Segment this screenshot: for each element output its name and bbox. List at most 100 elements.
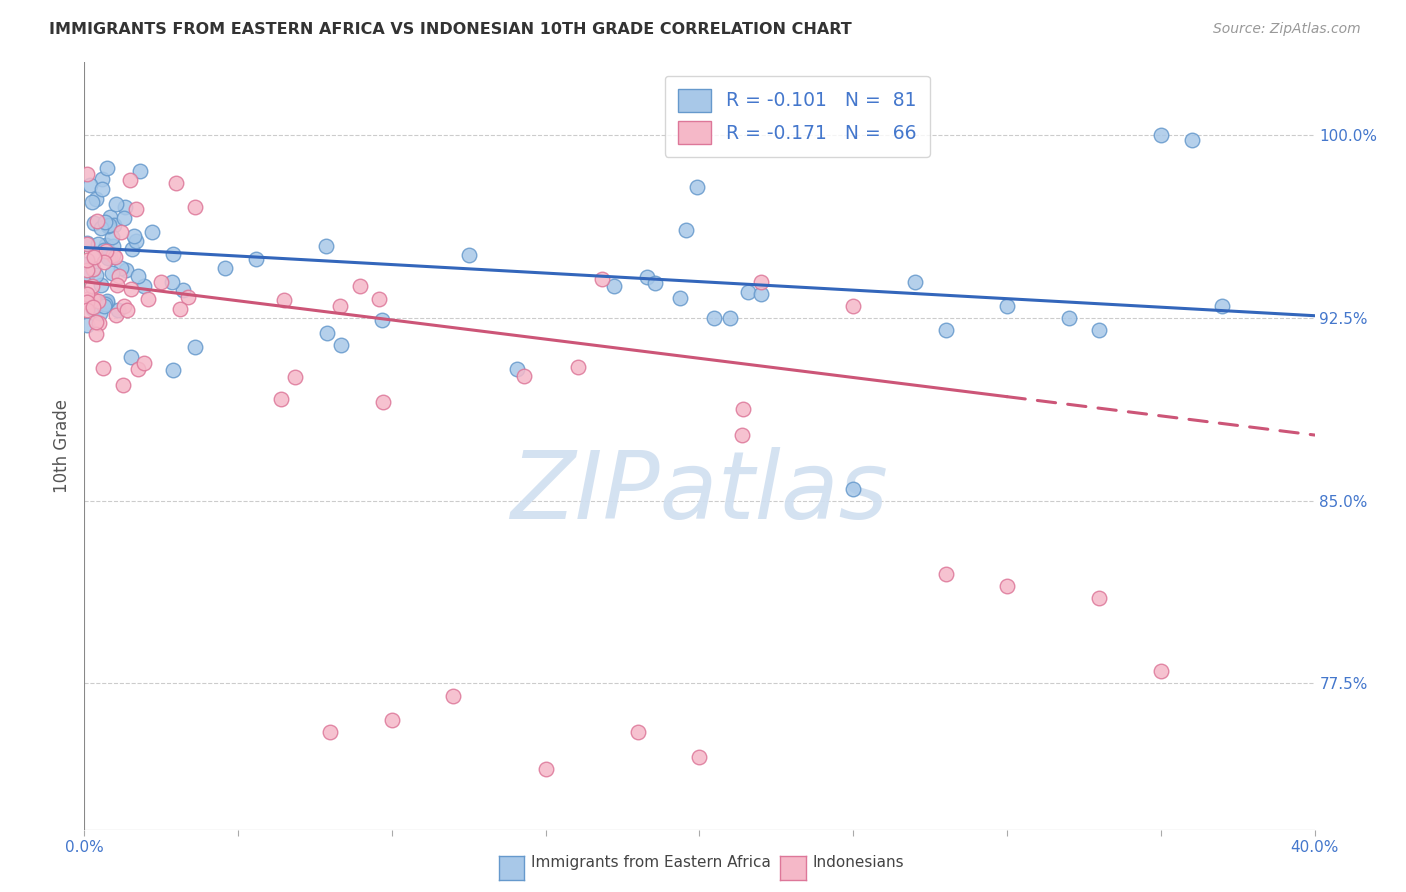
Point — [114, 200, 136, 214]
Point — [995, 579, 1018, 593]
Point — [370, 313, 392, 327]
Point — [315, 326, 337, 341]
Point — [104, 196, 127, 211]
Point — [513, 369, 536, 384]
Point — [76, 287, 98, 301]
Point — [329, 299, 352, 313]
Point — [315, 239, 337, 253]
Point — [675, 222, 697, 236]
Point — [98, 250, 121, 264]
Point — [669, 292, 692, 306]
Point — [349, 278, 371, 293]
Point — [82, 261, 104, 276]
Point — [124, 234, 146, 248]
Point — [94, 297, 117, 311]
Point — [842, 482, 865, 496]
Point — [108, 269, 131, 284]
Point — [120, 173, 142, 187]
Point — [82, 301, 104, 315]
Point — [111, 377, 134, 392]
Point — [127, 269, 149, 284]
Point — [935, 566, 957, 581]
Point — [731, 428, 754, 442]
Point — [79, 178, 101, 193]
Point — [733, 402, 755, 417]
Point — [120, 351, 142, 365]
Point — [273, 293, 295, 307]
Point — [82, 261, 104, 276]
Point — [112, 299, 135, 313]
Point — [381, 713, 404, 727]
Point — [177, 289, 200, 303]
Point — [76, 263, 98, 277]
Point — [567, 359, 589, 374]
Point — [110, 225, 132, 239]
Point — [121, 242, 143, 256]
Point — [80, 194, 103, 209]
Y-axis label: 10th Grade: 10th Grade — [53, 399, 72, 493]
Point — [1181, 133, 1204, 147]
Point — [105, 277, 128, 292]
Point — [90, 277, 112, 292]
Point — [1150, 128, 1173, 143]
Point — [76, 318, 98, 333]
Point — [76, 292, 98, 306]
Point — [76, 167, 98, 181]
Point — [689, 749, 711, 764]
Point — [84, 192, 107, 206]
Point — [685, 180, 707, 194]
Point — [125, 202, 148, 217]
Point — [86, 213, 108, 227]
Point — [627, 725, 650, 739]
Point — [107, 303, 129, 318]
Point — [93, 255, 115, 269]
Point — [162, 363, 184, 377]
Point — [87, 316, 110, 330]
Point — [591, 272, 613, 286]
Point — [150, 275, 173, 289]
Point — [89, 306, 111, 320]
Text: Immigrants from Eastern Africa: Immigrants from Eastern Africa — [531, 855, 772, 870]
Point — [702, 310, 724, 325]
Point — [935, 323, 957, 337]
Point — [103, 248, 125, 262]
Point — [96, 296, 118, 310]
Point — [84, 247, 107, 261]
Point — [165, 176, 187, 190]
Point — [1150, 665, 1173, 679]
Point — [86, 294, 108, 309]
Point — [104, 250, 127, 264]
Point — [122, 228, 145, 243]
Point — [86, 315, 108, 329]
Point — [330, 338, 353, 352]
Text: Source: ZipAtlas.com: Source: ZipAtlas.com — [1213, 22, 1361, 37]
Point — [184, 341, 207, 355]
Point — [110, 260, 132, 275]
Point — [1057, 311, 1080, 326]
Point — [93, 299, 115, 313]
Point — [1088, 591, 1111, 606]
Point — [505, 362, 527, 376]
Point — [749, 275, 772, 289]
Point — [96, 293, 118, 308]
Point — [172, 283, 194, 297]
Point — [368, 292, 391, 306]
Point — [136, 293, 159, 307]
Point — [76, 302, 98, 317]
Text: IMMIGRANTS FROM EASTERN AFRICA VS INDONESIAN 10TH GRADE CORRELATION CHART: IMMIGRANTS FROM EASTERN AFRICA VS INDONE… — [49, 22, 852, 37]
Point — [749, 286, 772, 301]
Legend: R = -0.101   N =  81, R = -0.171   N =  66: R = -0.101 N = 81, R = -0.171 N = 66 — [665, 76, 929, 157]
Point — [76, 236, 98, 251]
Point — [458, 248, 481, 262]
Point — [141, 226, 163, 240]
Point — [636, 270, 658, 285]
Point — [214, 260, 236, 275]
Point — [76, 253, 98, 268]
Point — [443, 689, 465, 703]
Point — [270, 392, 292, 406]
Point — [96, 244, 118, 259]
Point — [97, 219, 120, 233]
Point — [100, 266, 122, 280]
Point — [373, 395, 395, 409]
Point — [82, 292, 104, 306]
